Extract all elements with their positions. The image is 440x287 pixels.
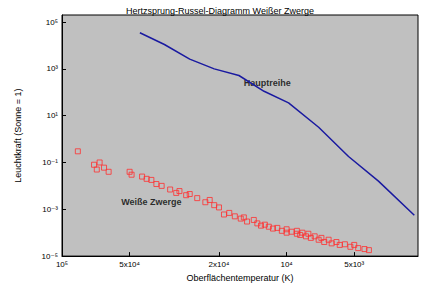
svg-text:Hertzsprung-Russel-Diagramm We: Hertzsprung-Russel-Diagramm Weißer Zwerg… [126, 6, 314, 16]
svg-text:Hauptreihe: Hauptreihe [243, 78, 291, 89]
svg-text:Leuchtkraft (Sonne = 1): Leuchtkraft (Sonne = 1) [13, 88, 23, 182]
svg-text:10¹: 10¹ [46, 111, 58, 120]
svg-text:10⁻⁵: 10⁻⁵ [41, 251, 58, 261]
svg-text:10⁻¹: 10⁻¹ [42, 158, 58, 167]
svg-text:10⁵: 10⁵ [56, 260, 68, 269]
svg-text:2x10⁴: 2x10⁴ [209, 260, 230, 269]
svg-text:Oberflächentemperatur (K): Oberflächentemperatur (K) [186, 273, 293, 283]
svg-text:10³: 10³ [46, 64, 58, 73]
svg-text:5x10⁴: 5x10⁴ [119, 260, 140, 269]
svg-text:Weiße Zwerge: Weiße Zwerge [121, 197, 181, 207]
svg-text:10⁵: 10⁵ [46, 18, 58, 27]
svg-text:10⁻³: 10⁻³ [42, 205, 58, 214]
svg-text:10⁴: 10⁴ [280, 260, 293, 269]
svg-text:5x10³: 5x10³ [344, 260, 364, 269]
